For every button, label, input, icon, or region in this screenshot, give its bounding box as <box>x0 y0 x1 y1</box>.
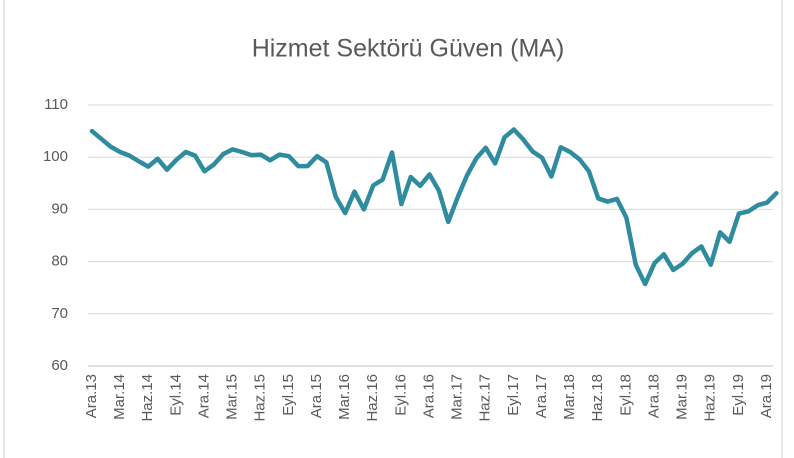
x-tick-label: Haz.18 <box>589 374 606 422</box>
y-tick-label: 110 <box>44 96 68 113</box>
x-tick-label: Eyl.15 <box>280 374 297 416</box>
x-tick-label: Mar.14 <box>111 374 128 420</box>
x-tick-label: Haz.19 <box>702 374 719 422</box>
x-tick-label: Haz.16 <box>364 374 381 422</box>
y-tick-label: 70 <box>51 305 68 322</box>
x-tick-label: Haz.15 <box>252 374 269 422</box>
y-tick-label: 80 <box>51 253 68 270</box>
x-tick-label: Ara.15 <box>308 374 325 418</box>
y-tick-label: 60 <box>51 357 68 374</box>
y-tick-label: 90 <box>51 200 68 217</box>
data-line <box>89 127 779 287</box>
x-tick-label: Haz.14 <box>139 374 156 422</box>
x-tick-label: Mar.19 <box>674 374 691 420</box>
x-tick-label: Ara.13 <box>83 374 100 418</box>
x-tick-label: Eyl.19 <box>730 374 747 416</box>
x-tick-label: Eyl.17 <box>505 374 522 416</box>
x-tick-label: Eyl.18 <box>617 374 634 416</box>
x-tick-label: Mar.15 <box>224 374 241 420</box>
x-tick-label: Mar.17 <box>449 374 466 420</box>
x-tick-label: Mar.18 <box>561 374 578 420</box>
x-tick-label: Ara.17 <box>533 374 550 418</box>
x-tick-label: Ara.16 <box>420 374 437 418</box>
x-tick-label: Eyl.14 <box>167 374 184 416</box>
x-tick-label: Ara.19 <box>758 374 775 418</box>
x-tick-label: Ara.18 <box>645 374 662 418</box>
x-tick-label: Eyl.16 <box>392 374 409 416</box>
chart-title: Hizmet Sektörü Güven (MA) <box>252 35 565 63</box>
x-tick-label: Haz.17 <box>477 374 494 422</box>
x-tick-label: Mar.16 <box>336 374 353 420</box>
x-tick-label: Ara.14 <box>195 374 212 418</box>
y-tick-label: 100 <box>43 148 68 165</box>
